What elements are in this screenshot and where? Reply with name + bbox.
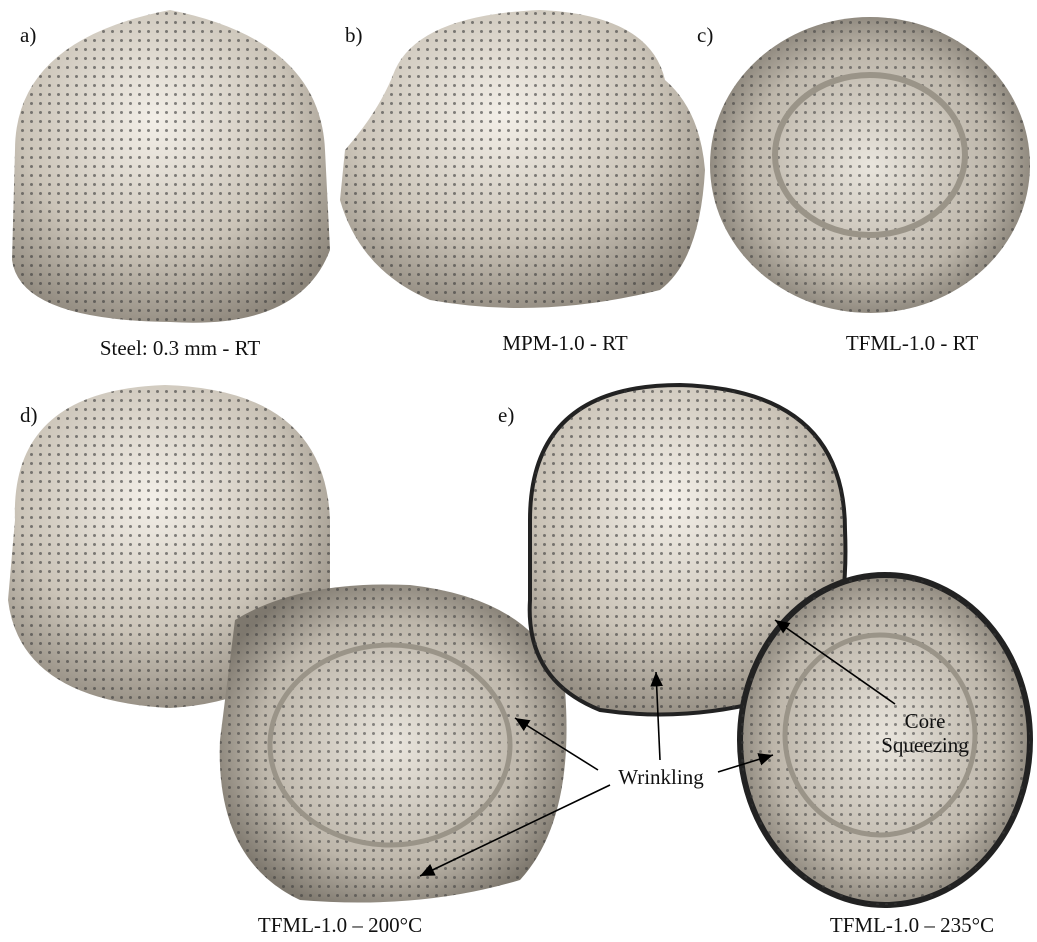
caption: TFML-1.0 – 235°C [830, 913, 994, 937]
photo-c [710, 17, 1030, 313]
caption: Steel: 0.3 mm - RT [100, 336, 260, 360]
panel-label: c) [697, 23, 713, 47]
annotation: Wrinkling [618, 765, 704, 789]
caption: MPM-1.0 - RT [502, 331, 628, 355]
panel-label: b) [345, 23, 363, 47]
panel-label: e) [498, 403, 514, 427]
caption: TFML-1.0 – 200°C [258, 913, 422, 937]
annotation: Core [905, 709, 946, 733]
photo-e [530, 385, 1030, 905]
panel-label: d) [20, 403, 38, 427]
annotation: Squeezing [881, 733, 969, 757]
panel-label: a) [20, 23, 36, 47]
caption: TFML-1.0 - RT [846, 331, 978, 355]
photo-d [8, 385, 567, 903]
photo-b [340, 10, 705, 308]
photo-a [12, 10, 330, 323]
figure: a) b) c) d) e) Steel: 0.3 mm - RT MPM-1.… [0, 0, 1037, 942]
